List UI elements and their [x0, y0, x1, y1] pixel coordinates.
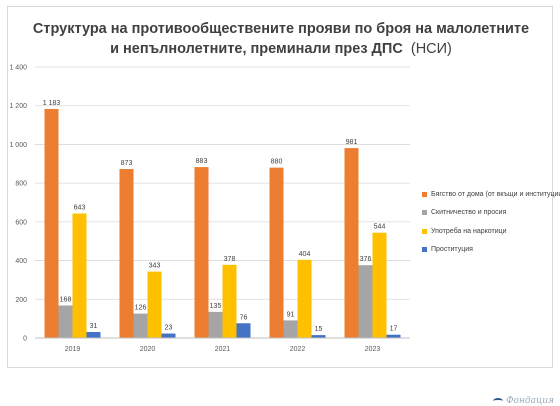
y-tick-label: 1 200 [9, 103, 27, 110]
y-tick-label: 200 [15, 297, 27, 304]
legend-item: Скитничество и просия [422, 204, 560, 223]
data-label: 376 [360, 256, 372, 263]
legend-label: Бягство от дома (от вкъщи и институции) [431, 190, 560, 198]
legend-swatch [422, 210, 427, 216]
bar [222, 264, 237, 338]
bar [161, 333, 176, 338]
data-label: 31 [90, 323, 98, 330]
chart-title-source: (НСИ) [410, 41, 452, 57]
chart-title: Структура на противообществените прояви … [8, 19, 554, 59]
y-tick-label: 0 [23, 336, 27, 343]
bar [44, 109, 59, 338]
x-tick-label: 2022 [290, 346, 306, 353]
data-label: 168 [60, 296, 72, 303]
data-label: 981 [346, 139, 358, 146]
bar [58, 305, 73, 338]
data-label: 1 183 [43, 100, 61, 107]
data-label: 91 [287, 311, 295, 318]
y-tick-label: 800 [15, 181, 27, 188]
foundation-logo: Фондация [493, 396, 554, 406]
legend-item: Бягство от дома (от вкъщи и институции) [422, 185, 560, 204]
y-tick-label: 1 000 [9, 142, 27, 149]
chart-frame: Структура на противообществените прояви … [7, 6, 560, 368]
bar [372, 232, 387, 338]
bar [86, 331, 101, 338]
bar [283, 320, 298, 338]
legend-label: Проституция [431, 246, 473, 254]
logo-mark-icon [493, 397, 504, 404]
data-label: 17 [390, 326, 398, 333]
y-tick-label: 600 [15, 219, 27, 226]
bar [297, 259, 312, 338]
data-label: 343 [149, 263, 161, 270]
legend-item: Проституция [422, 241, 560, 260]
bar [119, 169, 134, 338]
chart-legend: Бягство от дома (от вкъщи и институции) С… [422, 185, 560, 259]
legend-item: Употреба на наркотици [422, 222, 560, 241]
bar [344, 148, 359, 338]
legend-swatch [422, 247, 427, 253]
logo-text: Фондация [506, 396, 554, 406]
x-tick-label: 2019 [65, 346, 81, 353]
chart-title-line1: Структура на противообществените прояви … [32, 21, 530, 37]
legend-label: Скитничество и просия [431, 209, 507, 217]
data-label: 126 [135, 305, 147, 312]
data-label: 873 [121, 160, 133, 167]
bar [147, 271, 162, 338]
bar-chart: 0 200 400 600 800 1 000 1 200 1 400 1 183 168 643 3… [9, 65, 410, 353]
bar [269, 167, 284, 338]
data-label: 880 [271, 159, 283, 166]
bar [194, 167, 209, 338]
legend-swatch [422, 228, 427, 234]
data-label: 643 [74, 205, 86, 212]
x-tick-label: 2021 [215, 346, 231, 353]
bar [133, 313, 148, 338]
chart-title-line2: и непълнолетните, преминали през ДПС [110, 41, 403, 57]
data-label: 23 [165, 325, 173, 332]
bar [72, 213, 87, 338]
x-tick-label: 2020 [140, 346, 156, 353]
bar [358, 265, 373, 338]
y-tick-label: 400 [15, 258, 27, 265]
chart-title-line2-wrap: и непълнолетните, преминали през ДПС (НС… [8, 39, 554, 59]
y-tick-label: 1 400 [9, 65, 27, 72]
data-label: 378 [224, 256, 236, 263]
data-label: 404 [299, 251, 311, 258]
legend-label: Употреба на наркотици [431, 227, 507, 235]
data-label: 15 [315, 326, 323, 333]
data-label: 883 [196, 158, 208, 165]
bar [311, 335, 326, 338]
data-label: 544 [374, 224, 386, 231]
bar [236, 323, 251, 338]
footer: Фондация [0, 370, 560, 406]
legend-swatch [422, 191, 427, 197]
bar [208, 311, 223, 338]
data-label: 135 [210, 303, 222, 310]
bar [386, 334, 401, 338]
data-label: 76 [240, 314, 248, 321]
x-tick-label: 2023 [365, 346, 381, 353]
